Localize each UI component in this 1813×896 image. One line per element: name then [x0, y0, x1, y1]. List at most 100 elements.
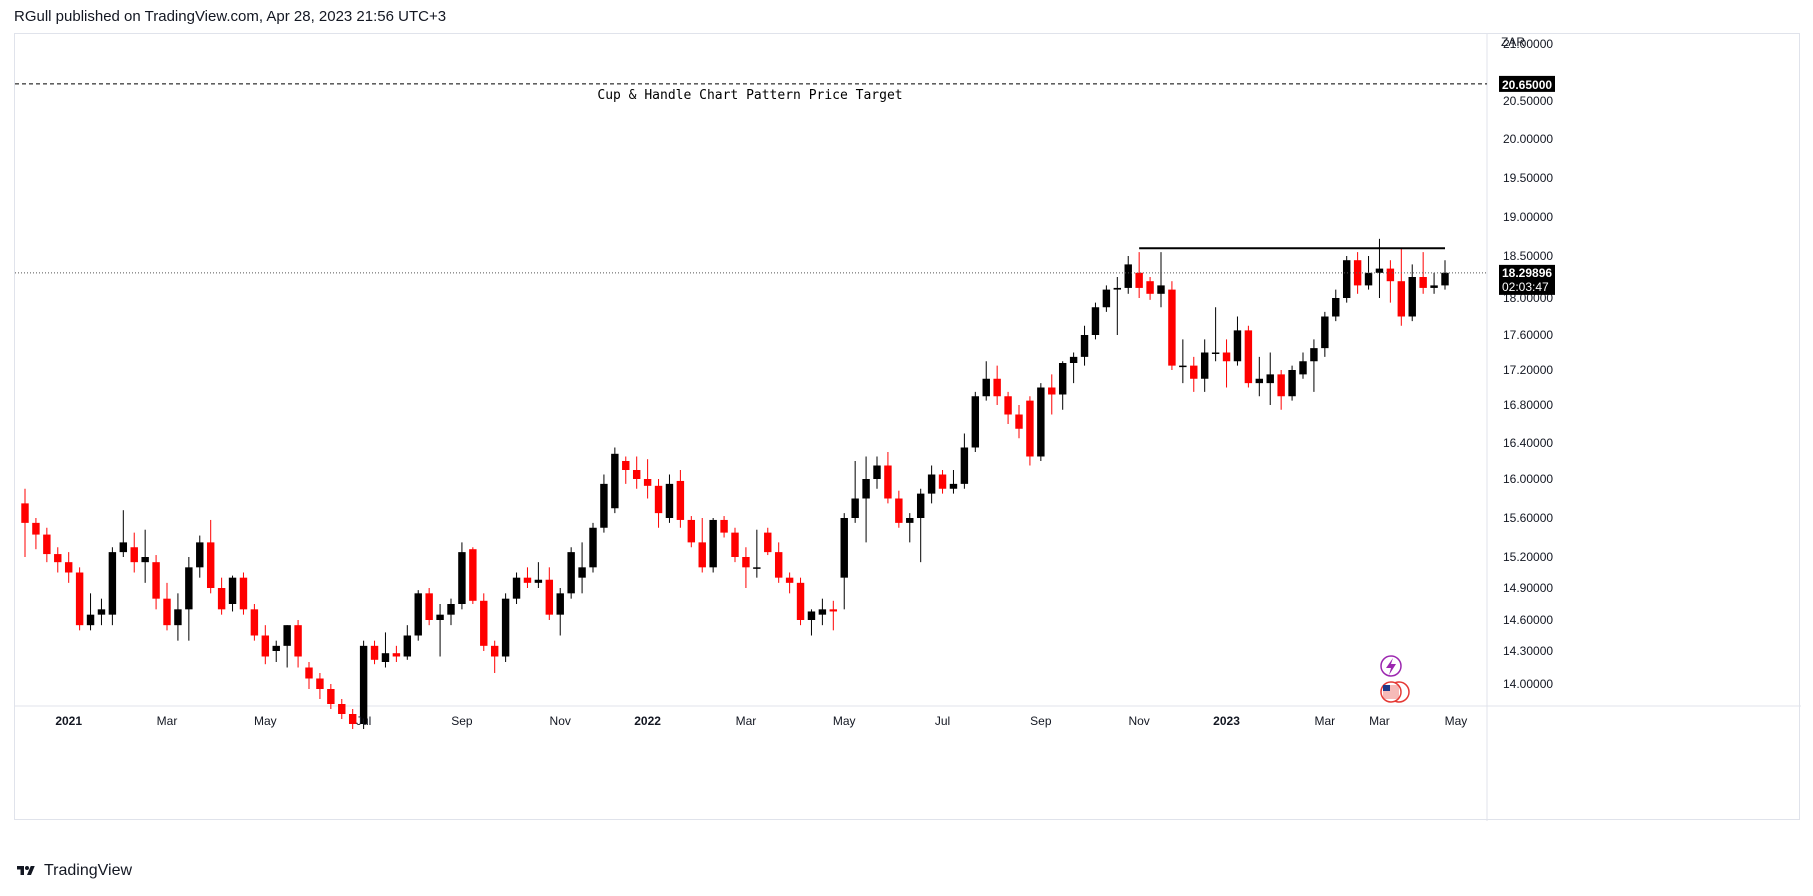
candle-body [1211, 352, 1220, 354]
candle-body [567, 552, 575, 594]
time-axis-tick-label: Mar [1315, 714, 1336, 728]
candle-body [927, 474, 936, 494]
candle-body [676, 480, 685, 520]
time-axis-tick-label: Mar [157, 714, 178, 728]
candle-body [1332, 298, 1340, 317]
price-target-tag [1499, 75, 1555, 92]
bar-countdown-label: 02:03:47 [1502, 280, 1549, 294]
candle-body [1288, 370, 1296, 397]
candle-body [949, 483, 958, 489]
time-axis-tick-label: Jul [935, 714, 950, 728]
candle-body [1244, 330, 1253, 384]
candle-body [1430, 285, 1438, 288]
time-axis-tick-label: Sep [451, 714, 473, 728]
candle-body [1375, 268, 1384, 273]
price-axis-currency-label: ZAR [1501, 35, 1525, 49]
last-price-tag-label: 18.29896 [1502, 266, 1552, 280]
price-axis-tick-label: 20.00000 [1503, 132, 1553, 146]
lightning-icon-glyph [1386, 658, 1396, 675]
candle-body [1091, 307, 1100, 335]
candle-body [622, 461, 630, 470]
candle-body [480, 600, 488, 646]
price-axis-tick-label: 15.60000 [1503, 511, 1553, 525]
candle-body [21, 503, 29, 523]
us-flag-canton [1383, 685, 1390, 691]
candle-body [1190, 365, 1198, 379]
candle-body [720, 519, 728, 533]
candle-body [829, 609, 838, 612]
candle-body [1026, 400, 1034, 457]
candle-body [414, 593, 422, 636]
time-axis-tick-label: Jul [356, 714, 371, 728]
time-axis-tick-label: May [254, 714, 277, 728]
candle-body [283, 625, 291, 646]
candle-body [97, 609, 106, 615]
candle-body [1113, 287, 1122, 290]
candle-body [196, 542, 204, 568]
candle-body [359, 645, 368, 724]
candle-body [43, 534, 51, 555]
candle-body [1048, 387, 1056, 395]
candle-body [1408, 277, 1416, 317]
candle-body [851, 498, 859, 518]
candle-body [1058, 363, 1067, 395]
candle-body [796, 582, 805, 620]
candle-body [327, 689, 335, 704]
candle-body [1157, 285, 1165, 294]
candle-body [1342, 260, 1351, 298]
price-axis-tick-label: 17.20000 [1503, 363, 1553, 377]
candle-body [774, 552, 783, 578]
candle-body [206, 542, 215, 588]
candle-body [1310, 348, 1318, 362]
candle-body [545, 579, 554, 615]
candle-body [895, 498, 903, 523]
candle-body [163, 598, 171, 626]
candle-body [1321, 316, 1329, 349]
last-price-tag [1499, 264, 1555, 295]
candle-body [1386, 268, 1395, 282]
candle-body [239, 577, 248, 610]
candle-body [600, 483, 608, 528]
candle-body [305, 667, 313, 679]
candle-body [1353, 260, 1362, 286]
candle-body [589, 527, 597, 568]
candle-body [971, 396, 980, 448]
candle-body [938, 474, 947, 489]
candle-body [174, 609, 182, 626]
candle-body [294, 625, 302, 657]
candle-body [130, 547, 138, 563]
candle-body [316, 678, 324, 689]
candle-body [152, 562, 160, 599]
price-axis-tick-label: 21.00000 [1503, 37, 1553, 51]
price-axis-tick-label: 14.60000 [1503, 613, 1553, 627]
price-target-tag-label: 20.65000 [1502, 78, 1552, 92]
price-axis-tick-label: 16.80000 [1503, 398, 1553, 412]
candle-body [1441, 272, 1449, 286]
candle-body [1102, 289, 1111, 308]
candle-body [523, 577, 532, 583]
candle-body [906, 518, 914, 523]
price-axis-tick-label: 14.30000 [1503, 644, 1553, 658]
candle-body [501, 598, 510, 657]
price-axis-tick-label: 14.00000 [1503, 677, 1553, 691]
candle-body [578, 567, 586, 578]
time-axis-tick-label: Sep [1030, 714, 1052, 728]
tradingview-logo-icon [17, 866, 35, 875]
candle-body [1037, 387, 1045, 457]
chart-container[interactable]: ZAR 21.00000 20.50000 20.00000 19.50000 19.00… [14, 33, 1801, 821]
candle-body [960, 447, 969, 484]
time-axis-tick-label: Mar [736, 714, 757, 728]
candle-body [1146, 281, 1154, 294]
candle-body [458, 552, 466, 604]
candle-body [64, 562, 73, 573]
candle-body [731, 532, 739, 557]
candle-body [250, 609, 259, 636]
candle-body [862, 479, 870, 499]
footer-branding[interactable]: TradingView [14, 862, 132, 880]
price-axis-tick-label: 15.20000 [1503, 550, 1553, 564]
price-axis-tick-label: 19.50000 [1503, 171, 1553, 185]
candle-body [1277, 374, 1285, 397]
time-axis-tick-label: 2022 [634, 714, 661, 728]
candle-body [840, 518, 848, 578]
